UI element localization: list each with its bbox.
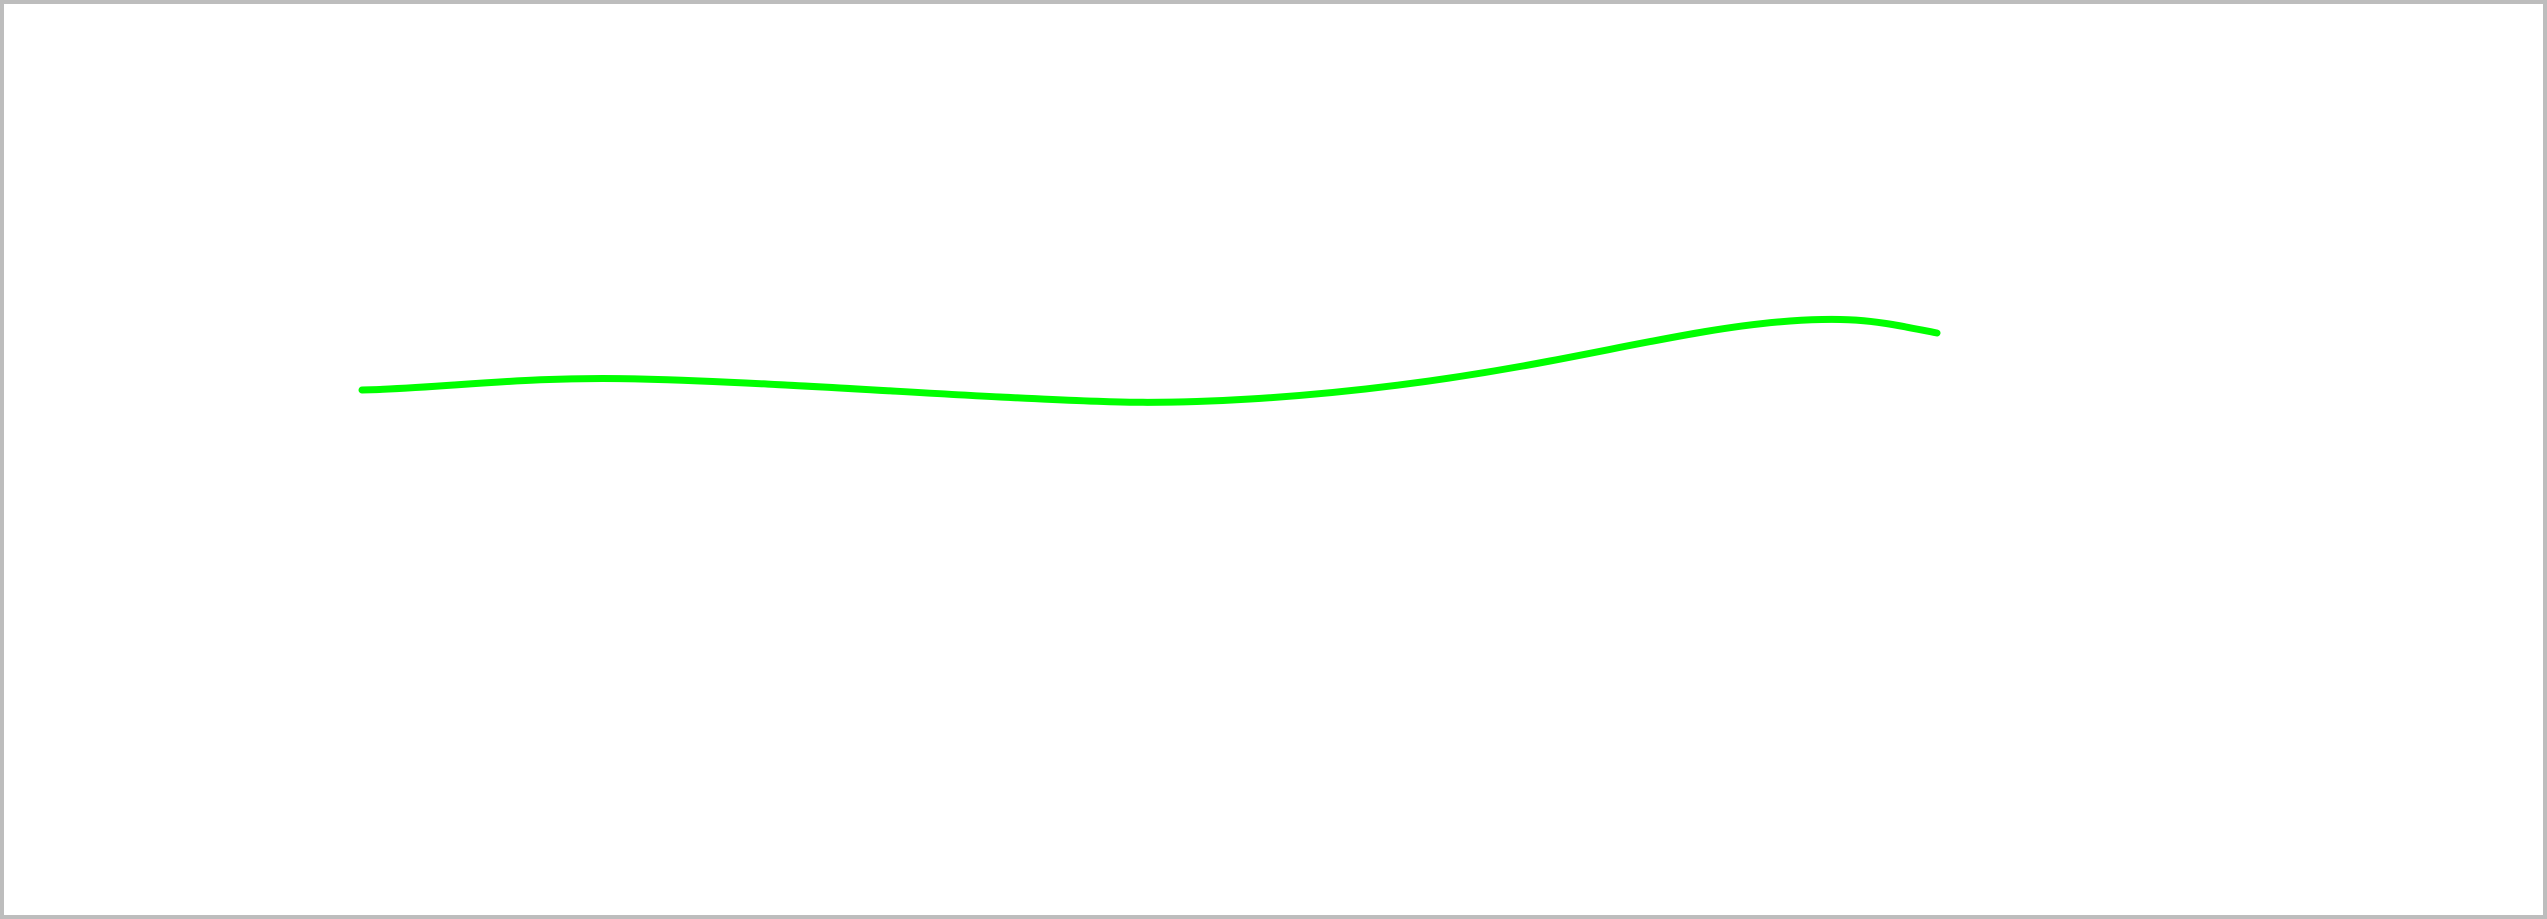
drawing-surface (358, 315, 1941, 406)
green-stroke (358, 315, 1941, 406)
